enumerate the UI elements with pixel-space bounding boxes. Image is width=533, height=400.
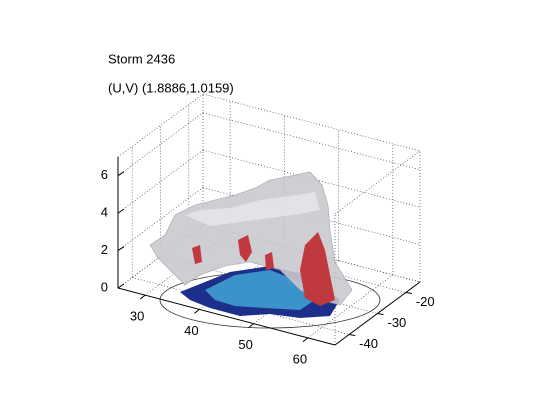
z-tick: [117, 283, 125, 289]
grid-line: [160, 256, 378, 314]
y-tick: [349, 334, 356, 336]
x-tick-label: 30: [130, 309, 144, 324]
y-tick-label: -40: [359, 336, 378, 351]
z-tick-label: 2: [101, 242, 108, 257]
x-tick: [248, 323, 254, 329]
box-edge: [202, 93, 421, 152]
grid-line: [188, 235, 406, 293]
y-tick-label: -20: [416, 294, 435, 309]
z-tick: [117, 171, 125, 177]
x-tick-label: 40: [184, 323, 198, 338]
grid-line: [202, 112, 421, 171]
chart-title: Storm 2436: [108, 51, 175, 66]
x-axis: [117, 287, 336, 346]
z-tick: [117, 246, 125, 251]
surfaces: [149, 171, 381, 329]
grid-line: [132, 277, 350, 335]
y-tick-label: -30: [388, 315, 407, 330]
grid-line: [202, 187, 421, 245]
y-tick: [377, 313, 384, 315]
grid-line: [202, 224, 421, 283]
x-tick: [302, 337, 309, 343]
z-tick-label: 6: [101, 167, 108, 182]
red-isosurface: [265, 252, 274, 270]
red-isosurface: [192, 245, 202, 264]
y-tick: [405, 292, 412, 294]
x-tick-label: 60: [293, 351, 307, 366]
z-tick: [117, 208, 125, 214]
axes: 30 40 50 60 -40 -30 -20 0 2 4 6: [101, 157, 435, 366]
grid-line: [202, 149, 421, 208]
z-tick-label: 4: [101, 205, 108, 220]
x-tick: [139, 294, 146, 300]
red-isosurface: [238, 235, 252, 262]
x-tick-label: 50: [238, 337, 252, 352]
red-isosurface: [300, 232, 335, 306]
grey-highlight: [185, 192, 320, 226]
x-tick: [194, 308, 200, 314]
chart-subtitle: (U,V) (1.8886,1.0159): [108, 80, 234, 95]
z-tick-label: 0: [101, 279, 108, 294]
